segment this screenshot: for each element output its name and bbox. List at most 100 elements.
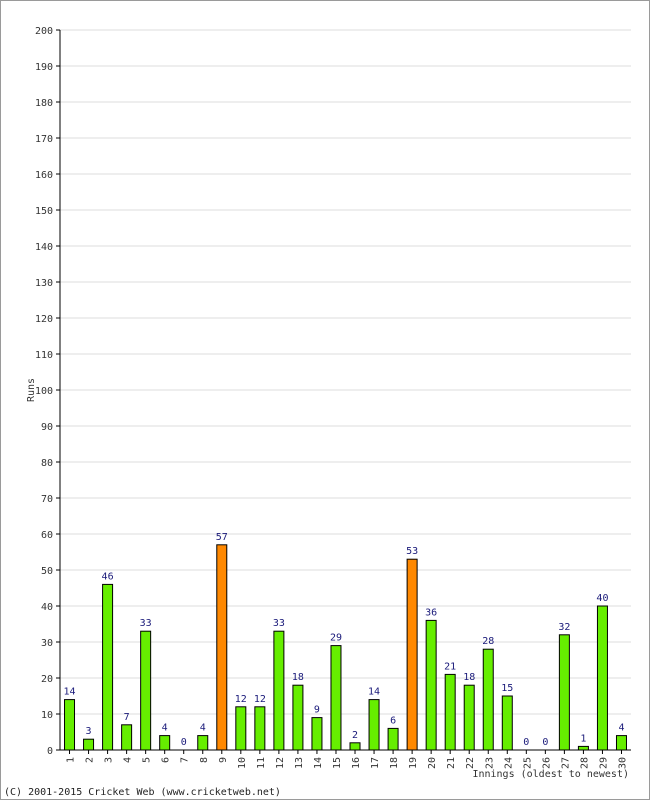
y-tick-label: 180 (35, 98, 53, 109)
copyright-footer: (C) 2001-2015 Cricket Web (www.cricketwe… (4, 787, 281, 798)
x-tick-label: 14 (313, 757, 324, 769)
x-tick-label: 24 (503, 757, 514, 769)
x-tick-label: 25 (522, 757, 533, 769)
x-tick-label: 26 (541, 757, 552, 769)
x-tick-label: 30 (617, 757, 628, 769)
bar-value-label: 53 (406, 546, 418, 557)
y-tick-label: 100 (35, 386, 53, 397)
x-tick-label: 2 (85, 757, 96, 763)
bar-value-label: 28 (482, 636, 494, 647)
bar-value-label: 14 (63, 687, 75, 698)
bar-value-label: 12 (254, 694, 266, 705)
bar (254, 706, 266, 751)
x-tick-label: 11 (256, 757, 267, 769)
bars (64, 544, 627, 751)
x-tick-label: 22 (465, 757, 476, 769)
bar-value-label: 1 (580, 733, 586, 744)
x-axis-ticks: 1 2 3 4 5 6 7 8 9 10 11 12 13 14 15 16 17 18 19 20 21 22 23 24 2… (66, 750, 628, 769)
x-tick-label: 29 (598, 757, 609, 769)
bar-value-label: 18 (463, 672, 475, 683)
y-tick-label: 40 (41, 602, 53, 613)
bar-value-label: 36 (425, 607, 437, 618)
x-tick-label: 28 (579, 757, 590, 769)
bar (64, 699, 76, 751)
bar (615, 735, 627, 751)
x-tick-label: 5 (142, 757, 153, 763)
y-tick-label: 70 (41, 494, 53, 505)
bar-value-label: 18 (292, 672, 304, 683)
y-tick-label: 120 (35, 314, 53, 325)
y-tick-label: 110 (35, 350, 53, 361)
bar-value-label: 32 (558, 622, 570, 633)
bar-value-label: 4 (200, 723, 206, 734)
y-tick-label: 90 (41, 422, 53, 433)
bar-value-label: 3 (86, 726, 92, 737)
x-tick-label: 4 (123, 757, 134, 763)
bar-value-label: 29 (330, 633, 342, 644)
x-tick-label: 9 (218, 757, 229, 763)
bar (406, 558, 418, 751)
bar-value-label: 7 (124, 712, 130, 723)
bar-value-label: 40 (596, 593, 608, 604)
x-tick-label: 17 (370, 757, 381, 769)
x-tick-label: 15 (332, 757, 343, 769)
y-tick-label: 60 (41, 530, 53, 541)
bar (121, 724, 133, 751)
bar-value-label: 2 (352, 730, 358, 741)
x-tick-label: 16 (351, 757, 362, 769)
bar (368, 699, 380, 751)
bar (330, 645, 342, 751)
bar (387, 727, 399, 751)
y-tick-label: 10 (41, 710, 53, 721)
bar (235, 706, 247, 751)
x-tick-label: 6 (161, 757, 172, 763)
y-tick-label: 50 (41, 566, 53, 577)
bar-value-label: 15 (501, 683, 513, 694)
y-axis-title: Runs (26, 378, 37, 402)
bar (596, 605, 608, 751)
bar (292, 684, 304, 751)
bar (558, 634, 570, 751)
bar (463, 684, 475, 751)
bar (197, 735, 209, 751)
y-tick-label: 150 (35, 206, 53, 217)
y-axis-ticks: 0 10 20 30 40 50 60 70 80 90 100 110 120 130 140 150 160… (35, 26, 60, 757)
y-tick-label: 170 (35, 134, 53, 145)
x-tick-label: 10 (237, 757, 248, 769)
bar-value-label: 0 (542, 737, 548, 748)
y-tick-label: 200 (35, 26, 53, 37)
y-tick-label: 140 (35, 242, 53, 253)
bar-value-label: 33 (140, 618, 152, 629)
bar-value-label: 46 (102, 571, 114, 582)
y-tick-label: 20 (41, 674, 53, 685)
y-tick-label: 130 (35, 278, 53, 289)
bar (444, 673, 456, 751)
bar-value-label: 9 (314, 705, 320, 716)
x-axis-title: Innings (oldest to newest) (472, 769, 629, 780)
x-tick-label: 19 (408, 757, 419, 769)
bar (425, 619, 437, 751)
x-tick-label: 13 (294, 757, 305, 769)
x-tick-label: 8 (199, 757, 210, 763)
bar-value-label: 21 (444, 661, 456, 672)
bar (159, 735, 171, 751)
bar (83, 738, 95, 751)
bar-value-label: 33 (273, 618, 285, 629)
bar-value-label: 4 (162, 723, 168, 734)
bar (273, 630, 285, 751)
bar (216, 544, 228, 751)
x-tick-label: 27 (560, 757, 571, 769)
bar (349, 742, 361, 751)
y-tick-label: 80 (41, 458, 53, 469)
bar-value-label: 6 (390, 715, 396, 726)
bar (102, 583, 114, 751)
x-tick-label: 23 (484, 757, 495, 769)
bar-value-label: 14 (368, 687, 380, 698)
bar-value-label: 0 (523, 737, 529, 748)
grid-lines (60, 29, 631, 715)
bar (482, 648, 494, 751)
bar-value-label: 4 (618, 723, 624, 734)
y-tick-label: 30 (41, 638, 53, 649)
